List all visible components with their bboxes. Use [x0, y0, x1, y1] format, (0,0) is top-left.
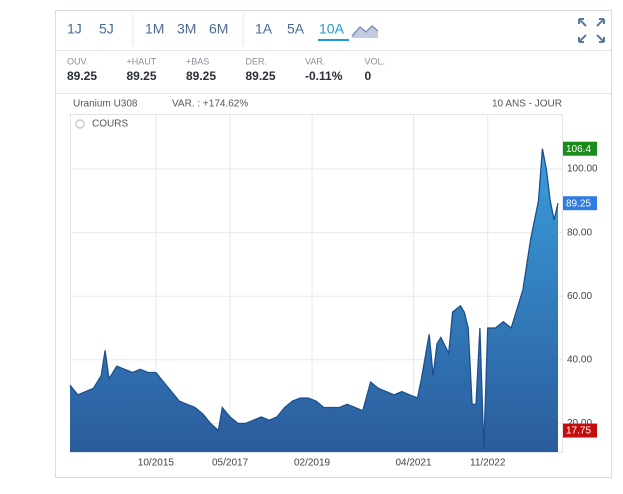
x-tick-label: 11/2022 — [470, 458, 506, 469]
price-badge — [563, 423, 597, 438]
x-tick-label: 02/2019 — [294, 458, 331, 469]
y-tick-label: 100.00 — [567, 164, 598, 175]
stat-label: +HAUT — [127, 56, 157, 66]
stat-value: 89.25 — [67, 69, 97, 83]
stat-value: 0 — [365, 69, 372, 83]
range-button[interactable]: 5J — [99, 21, 114, 37]
price-badge — [563, 141, 597, 156]
line — [69, 148, 559, 449]
x-tick-label: 04/2021 — [395, 458, 432, 469]
stat-label: +BAS — [186, 56, 209, 66]
price-badge-label: 106.4 — [566, 144, 591, 155]
range-button[interactable]: 3M — [177, 21, 196, 37]
legend-icon — [75, 119, 85, 129]
range-button[interactable]: 1M — [145, 21, 164, 37]
range-button[interactable]: 10A — [319, 21, 345, 37]
stat-label: VOL. — [365, 56, 386, 66]
instrument: Uranium U308 — [73, 99, 138, 110]
price-badge-label: 89.25 — [566, 198, 591, 209]
x-tick-label: 10/2015 — [138, 458, 175, 469]
price-badge-label: 17.75 — [566, 426, 591, 437]
y-tick-label: 60.00 — [567, 291, 592, 302]
stat-value: -0.11% — [305, 69, 343, 83]
legend-label: COURS — [92, 119, 128, 130]
stat-value: 89.25 — [127, 69, 157, 83]
fullscreen-icon[interactable] — [578, 18, 605, 43]
range-button[interactable]: 6M — [209, 21, 228, 37]
y-tick-label: 20.00 — [567, 418, 592, 429]
range-button[interactable]: 1J — [67, 21, 82, 37]
area — [70, 148, 558, 452]
chart-type-icon[interactable] — [351, 24, 379, 38]
period: 10 ANS - JOUR — [492, 99, 562, 110]
stat-value: 89.25 — [186, 69, 216, 83]
stat-label: OUV. — [67, 56, 88, 66]
stat-value: 89.25 — [246, 69, 276, 83]
range-button[interactable]: 1A — [255, 21, 273, 37]
active-underline — [318, 39, 349, 41]
stat-label: DER. — [246, 56, 268, 66]
y-tick-label: 80.00 — [567, 227, 592, 238]
stat-label: VAR. — [305, 56, 325, 66]
range-button[interactable]: 5A — [287, 21, 305, 37]
x-tick-label: 05/2017 — [212, 458, 249, 469]
price-badge — [563, 196, 597, 211]
change: VAR. : +174.62% — [172, 99, 248, 110]
y-tick-label: 40.00 — [567, 354, 592, 365]
